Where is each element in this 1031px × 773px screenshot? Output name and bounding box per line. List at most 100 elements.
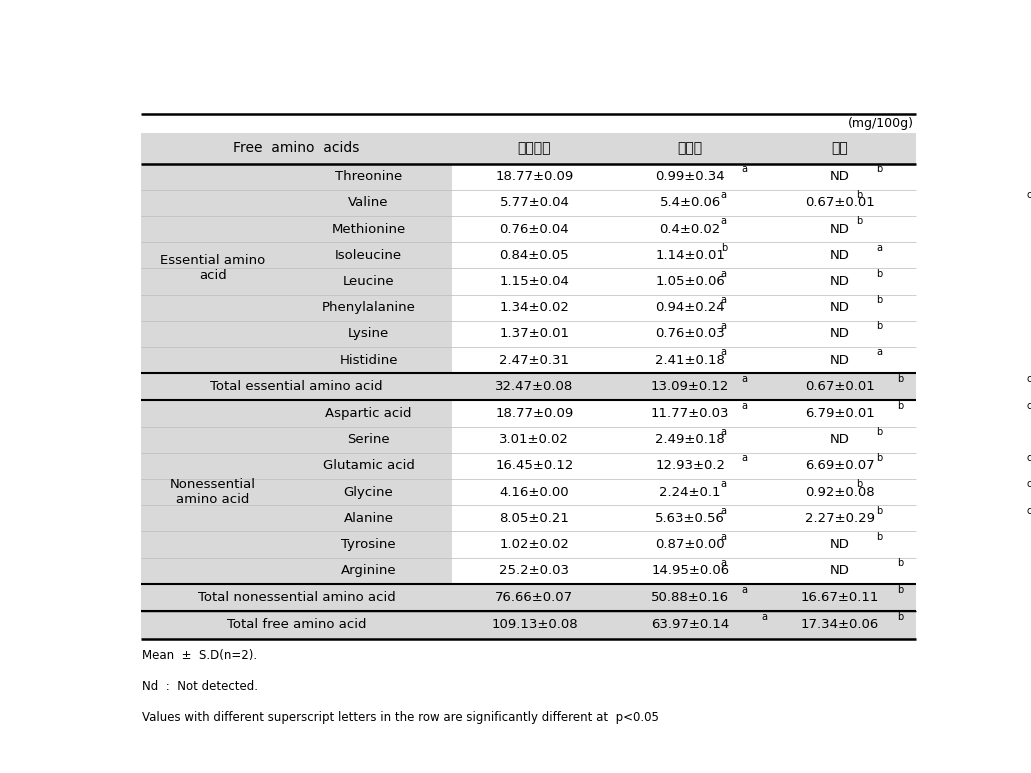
Text: Nd  :  Not detected.: Nd : Not detected. [142, 680, 259, 693]
Text: b: b [876, 164, 883, 174]
Text: b: b [876, 269, 883, 279]
Text: Alanine: Alanine [343, 512, 394, 525]
Bar [141, 427, 453, 453]
Text: 50.88±0.16: 50.88±0.16 [652, 591, 729, 604]
Text: b: b [876, 506, 883, 516]
Text: b: b [897, 401, 903, 410]
Text: 5.77±0.04: 5.77±0.04 [499, 196, 569, 209]
Bar [141, 611, 916, 638]
Bar [453, 531, 916, 557]
Text: a: a [721, 321, 727, 331]
Bar [453, 268, 916, 295]
Text: ND: ND [830, 170, 850, 183]
Text: b: b [856, 479, 862, 489]
Text: Total essential amino acid: Total essential amino acid [210, 380, 383, 393]
Text: ND: ND [830, 223, 850, 236]
Text: 0.67±0.01: 0.67±0.01 [805, 380, 875, 393]
Text: Nonessential
amino acid: Nonessential amino acid [170, 478, 256, 506]
Text: a: a [721, 269, 727, 279]
Text: c: c [1026, 190, 1031, 200]
Text: 16.67±0.11: 16.67±0.11 [801, 591, 879, 604]
Bar [141, 133, 916, 164]
Text: 4.16±0.00: 4.16±0.00 [500, 485, 569, 499]
Text: Tyrosine: Tyrosine [341, 538, 396, 551]
Text: Lysine: Lysine [347, 327, 390, 340]
Text: a: a [741, 374, 747, 384]
Text: b: b [897, 584, 903, 594]
Text: 0.84±0.05: 0.84±0.05 [500, 249, 569, 262]
Text: a: a [721, 427, 727, 437]
Text: a: a [721, 216, 727, 226]
Text: 1.37±0.01: 1.37±0.01 [499, 327, 569, 340]
Text: a: a [721, 190, 727, 200]
Text: 0.4±0.02: 0.4±0.02 [660, 223, 721, 236]
Text: Serine: Serine [347, 434, 390, 446]
Text: Essential amino
acid: Essential amino acid [160, 254, 265, 282]
Bar [453, 216, 916, 242]
Text: a: a [721, 479, 727, 489]
Text: 청소년층: 청소년층 [518, 141, 552, 155]
Text: b: b [876, 321, 883, 331]
Text: b: b [721, 243, 727, 253]
Bar [141, 268, 453, 295]
Text: Histidine: Histidine [339, 353, 398, 366]
Text: 6.69±0.07: 6.69±0.07 [805, 459, 875, 472]
Text: Mean  ±  S.D(n=2).: Mean ± S.D(n=2). [142, 649, 258, 662]
Bar [453, 427, 916, 453]
Text: Isoleucine: Isoleucine [335, 249, 402, 262]
Text: 109.13±0.08: 109.13±0.08 [491, 618, 577, 632]
Text: b: b [897, 374, 903, 384]
Text: 백미: 백미 [832, 141, 849, 155]
Text: 1.15±0.04: 1.15±0.04 [499, 275, 569, 288]
Bar [141, 557, 453, 584]
Text: 18.77±0.09: 18.77±0.09 [495, 170, 573, 183]
Bar [141, 373, 916, 400]
Text: Phenylalanine: Phenylalanine [322, 301, 415, 314]
Text: Glycine: Glycine [343, 485, 394, 499]
Text: 13.09±0.12: 13.09±0.12 [651, 380, 729, 393]
Bar [141, 453, 453, 479]
Text: ND: ND [830, 353, 850, 366]
Text: b: b [876, 427, 883, 437]
Text: c: c [1026, 506, 1031, 516]
Bar [141, 164, 453, 190]
Text: ND: ND [830, 564, 850, 577]
Bar [453, 164, 916, 190]
Text: Leucine: Leucine [342, 275, 395, 288]
Text: c: c [1026, 374, 1031, 384]
Text: b: b [876, 453, 883, 463]
Text: 6.79±0.01: 6.79±0.01 [805, 407, 875, 420]
Text: Arginine: Arginine [341, 564, 396, 577]
Text: 2.24±0.1: 2.24±0.1 [660, 485, 721, 499]
Text: Total free amino acid: Total free amino acid [227, 618, 366, 632]
Text: 0.67±0.01: 0.67±0.01 [805, 196, 875, 209]
Bar [453, 190, 916, 216]
Text: a: a [876, 243, 883, 253]
Text: ND: ND [830, 301, 850, 314]
Text: ND: ND [830, 538, 850, 551]
Text: 0.87±0.00: 0.87±0.00 [656, 538, 725, 551]
Bar [141, 347, 453, 373]
Text: a: a [721, 506, 727, 516]
Bar [453, 506, 916, 531]
Text: a: a [741, 453, 747, 463]
Text: a: a [721, 532, 727, 542]
Text: 2.49±0.18: 2.49±0.18 [656, 434, 725, 446]
Bar [453, 453, 916, 479]
Text: Methionine: Methionine [331, 223, 406, 236]
Text: 25.2±0.03: 25.2±0.03 [499, 564, 569, 577]
Bar [453, 295, 916, 321]
Bar [141, 190, 453, 216]
Text: 17.34±0.06: 17.34±0.06 [801, 618, 879, 632]
Text: Total nonessential amino acid: Total nonessential amino acid [198, 591, 396, 604]
Text: a: a [876, 347, 883, 357]
Text: c: c [1026, 453, 1031, 463]
Text: 1.05±0.06: 1.05±0.06 [656, 275, 725, 288]
Text: 1.14±0.01: 1.14±0.01 [656, 249, 725, 262]
Bar [141, 295, 453, 321]
Text: Aspartic acid: Aspartic acid [326, 407, 411, 420]
Text: a: a [721, 558, 727, 568]
Text: a: a [721, 347, 727, 357]
Text: 32.47±0.08: 32.47±0.08 [495, 380, 573, 393]
Bar [141, 216, 453, 242]
